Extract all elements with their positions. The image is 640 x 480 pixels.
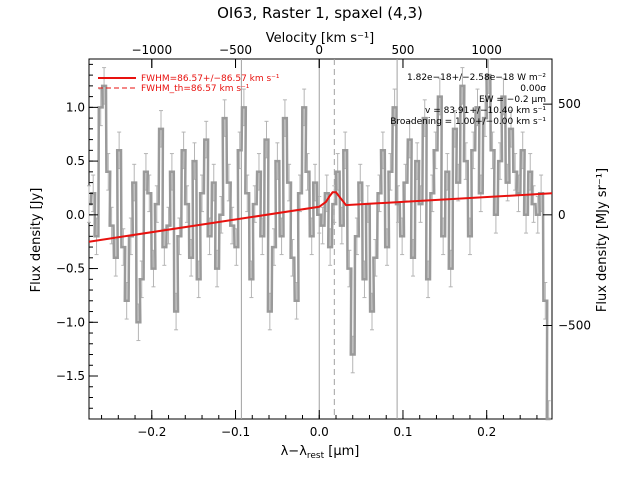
y-tick-label: 0.0	[66, 208, 85, 222]
x-tick-label: −0.2	[137, 425, 166, 439]
fit-annotations: 1.82e−18+/−2.58e−18 W m⁻² 0.00σ EW = −0.…	[390, 73, 546, 127]
top-tick-label: 0	[315, 43, 323, 57]
annotation-flux: 1.82e−18+/−2.58e−18 W m⁻²	[407, 73, 546, 83]
annotation-velocity: v = 83.91+/−10.40 km s⁻¹	[425, 106, 546, 116]
y-tick-label: −0.5	[56, 262, 85, 276]
x-tick-label: 0.2	[477, 425, 496, 439]
y-tick-label: −1.5	[56, 369, 85, 383]
chart-title: OI63, Raster 1, spaxel (4,3)	[217, 4, 423, 22]
top-tick-label: −1000	[131, 43, 172, 57]
plot-frame	[88, 58, 553, 420]
x-axis-label: λ−λrest [μm]	[281, 444, 360, 461]
series-fit	[88, 191, 553, 243]
annotation-ew: EW = −0.2 μm	[479, 95, 546, 105]
legend: FWHM=86.57+/−86.57 km s⁻¹ FWHM_th=86.57 …	[98, 74, 280, 94]
right-axis-ticks: −500 0 500	[543, 97, 591, 333]
y-tick-label: 1.0	[66, 100, 85, 114]
x-tick-label: 0.1	[393, 425, 412, 439]
top-tick-label: −500	[219, 43, 252, 57]
top-axis-label: Velocity [km s⁻¹]	[266, 31, 374, 46]
top-tick-label: 1000	[471, 43, 502, 57]
top-tick-label: 500	[392, 43, 415, 57]
top-axis-ticks: −1000 −500 0 500 1000	[131, 43, 502, 68]
legend-label-fwhm: FWHM=86.57+/−86.57 km s⁻¹	[141, 74, 280, 84]
series-spectrum	[89, 73, 551, 421]
y-tick-label: −1.0	[56, 315, 85, 329]
right-tick-label: 0	[558, 208, 566, 222]
right-tick-label: −500	[558, 319, 591, 333]
plot-border	[88, 58, 553, 420]
reference-lines	[240, 59, 398, 419]
annotation-broadening: Broadening = 1.00+/−0.00 km s⁻¹	[390, 117, 546, 127]
y-axis-label: Flux density [Jy]	[29, 188, 44, 293]
annotation-sigma: 0.00σ	[520, 84, 546, 94]
x-tick-label: 0.0	[310, 425, 329, 439]
right-tick-label: 500	[558, 97, 581, 111]
y-tick-label: 0.5	[66, 154, 85, 168]
x-tick-label: −0.1	[221, 425, 250, 439]
legend-label-fwhm-th: FWHM_th=86.57 km s⁻¹	[141, 84, 250, 94]
right-axis-label: Flux density [MJy sr⁻¹]	[595, 168, 610, 312]
y-axis-ticks: −1.5 −1.0 −0.5 0.0 0.5 1.0	[56, 63, 98, 420]
